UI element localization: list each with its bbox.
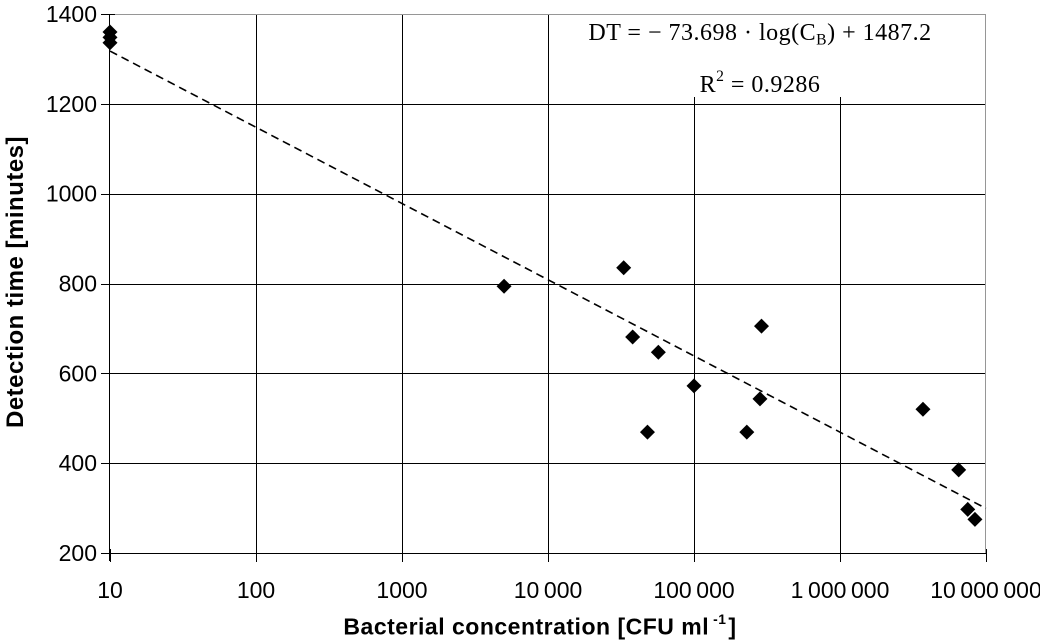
equation-tail: ) + 1487.2 (827, 20, 932, 46)
y-axis-title: Detection time [minutes] (2, 135, 29, 429)
y-tick-label: 200 (59, 540, 97, 566)
x-tick-label: 10 (97, 577, 123, 603)
data-point (625, 329, 641, 345)
y-tick-label: 600 (59, 360, 97, 386)
data-point (951, 462, 967, 478)
trendline (109, 50, 987, 510)
y-tick-label: 1200 (46, 91, 97, 117)
data-point (616, 260, 632, 276)
x-tick-label: 1000 (376, 577, 427, 603)
x-axis-title-text: Bacterial concentration [CFU ml (343, 613, 710, 640)
r-squared-exponent: 2 (716, 68, 725, 86)
equation-annotation: DT = − 73.698 · log(CB) + 1487.2 R2 = 0.… (560, 15, 960, 99)
tick-marks (101, 14, 987, 562)
data-points (102, 24, 983, 527)
r-squared-label: R2 = 0.9286 (560, 58, 960, 104)
x-tick-label: 100 000 (653, 577, 734, 603)
r-squared-text: R (699, 72, 717, 99)
data-point (752, 391, 768, 407)
y-tick-label: 1400 (46, 1, 97, 27)
r-squared-value: = 0.9286 (724, 72, 821, 99)
data-point (686, 378, 702, 394)
y-tick-label: 400 (59, 450, 97, 476)
data-point (496, 278, 512, 294)
equation-subscript: B (816, 31, 828, 49)
gridlines (102, 14, 986, 561)
equation-text: DT = − 73.698 · log(C (588, 20, 817, 46)
x-tick-label: 1 000 000 (791, 577, 890, 603)
tick-labels: 10 100 1000 10 000 100 000 1 000 000 10 000 00… (46, 1, 1040, 603)
x-axis-title: Bacterial concentration [CFU ml -1] (100, 606, 980, 640)
y-tick-label: 1000 (46, 181, 97, 207)
data-point (639, 424, 655, 440)
x-tick-label: 10 000 (514, 577, 583, 603)
data-point (739, 424, 755, 440)
regression-equation: DT = − 73.698 · log(CB) + 1487.2 (560, 15, 960, 58)
data-point (102, 35, 118, 51)
data-point (967, 511, 983, 527)
data-point (650, 344, 666, 360)
x-axis-title-bracket: ] (728, 613, 737, 640)
data-point (960, 501, 976, 517)
x-axis-title-exponent: -1 (713, 612, 727, 627)
x-tick-label: 100 (237, 577, 275, 603)
y-tick-label: 800 (59, 271, 97, 297)
data-point (915, 401, 931, 417)
x-tick-label: 10 000 000 (930, 577, 1040, 603)
data-point (754, 318, 770, 334)
